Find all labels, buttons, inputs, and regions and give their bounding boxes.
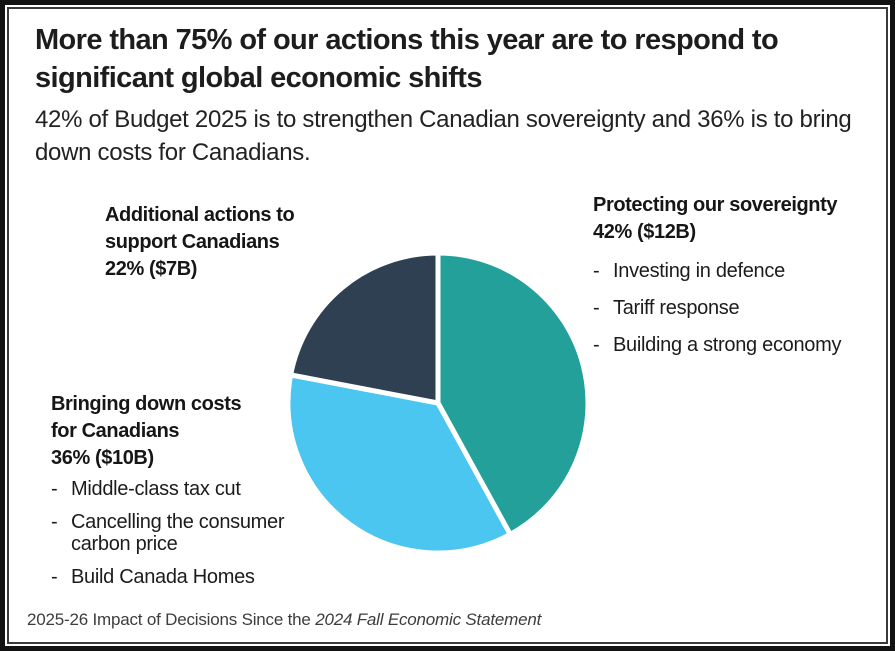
text-line: for Canadians <box>51 420 180 442</box>
footer-source-note: 2025-26 Impact of Decisions Since the 20… <box>27 610 541 630</box>
label-costs: Bringing down costs for Canadians 36% ($10… <box>51 391 311 599</box>
pie-slice-costs <box>285 372 513 556</box>
label-sovereignty: Protecting our sovereignty 42% ($12B) - In… <box>593 192 842 371</box>
pie-chart <box>285 250 591 556</box>
pie-slice-additional <box>288 250 441 406</box>
bullet-label: Middle-class tax cut <box>71 478 241 500</box>
slide-canvas: More than 75% of our actions this year a… <box>5 5 890 646</box>
pie-chart-container <box>278 243 598 563</box>
bullet-dash: - <box>593 260 600 282</box>
bullet-item: - Cancelling the consumer carbon price <box>51 511 311 555</box>
text-line: 42% ($12B) <box>593 221 696 243</box>
bullet-item: - Investing in defence <box>593 260 841 283</box>
bullet-dash: - <box>51 511 58 533</box>
text-line: support Canadians <box>105 231 280 253</box>
footer-text-normal: 2025-26 Impact of Decisions Since the <box>27 610 316 629</box>
pie-slice-sovereignty <box>435 250 591 537</box>
bullet-dash: - <box>51 478 58 500</box>
page-subtitle: 42% of Budget 2025 is to strengthen Cana… <box>35 103 852 169</box>
bullet-item: - Building a strong economy <box>593 334 842 357</box>
text-line: significant global economic shifts <box>35 62 482 94</box>
bullet-dash: - <box>593 334 600 356</box>
sovereignty-bullet-list: - Investing in defence - Tariff response - Bu… <box>593 260 842 357</box>
page-title: More than 75% of our actions this year a… <box>35 21 779 97</box>
text-line: 42% of Budget 2025 is to strengthen Cana… <box>35 106 852 133</box>
text-line: Additional actions to <box>105 204 295 226</box>
text-line: 22% ($7B) <box>105 258 197 280</box>
text-line: Protecting our sovereignty <box>593 194 838 216</box>
text-line: down costs for Canadians. <box>35 139 311 166</box>
bullet-item: - Build Canada Homes <box>51 566 311 588</box>
text-line: More than 75% of our actions this year a… <box>35 24 779 56</box>
bullet-label: Cancelling the consumer carbon price <box>71 511 285 555</box>
bullet-label: Tariff response <box>613 297 740 319</box>
text-line: Bringing down costs <box>51 393 242 415</box>
footer-text-italic: 2024 Fall Economic Statement <box>315 610 542 629</box>
label-costs-heading: Bringing down costs for Canadians 36% ($10… <box>51 391 311 472</box>
bullet-label: Building a strong economy <box>613 334 842 356</box>
costs-bullet-list: - Middle-class tax cut - Cancelling the con… <box>51 478 311 588</box>
label-additional-actions: Additional actions to support Canadians 22… <box>105 202 295 283</box>
bullet-dash: - <box>51 566 58 588</box>
bullet-item: - Middle-class tax cut <box>51 478 311 500</box>
bullet-dash: - <box>593 297 600 319</box>
label-sovereignty-heading: Protecting our sovereignty 42% ($12B) <box>593 192 841 246</box>
bullet-item: - Tariff response <box>593 297 841 320</box>
text-line: 36% ($10B) <box>51 447 154 469</box>
bullet-label: Investing in defence <box>613 260 785 282</box>
label-additional-heading: Additional actions to support Canadians 22… <box>105 202 295 283</box>
bullet-label: Build Canada Homes <box>71 566 255 588</box>
